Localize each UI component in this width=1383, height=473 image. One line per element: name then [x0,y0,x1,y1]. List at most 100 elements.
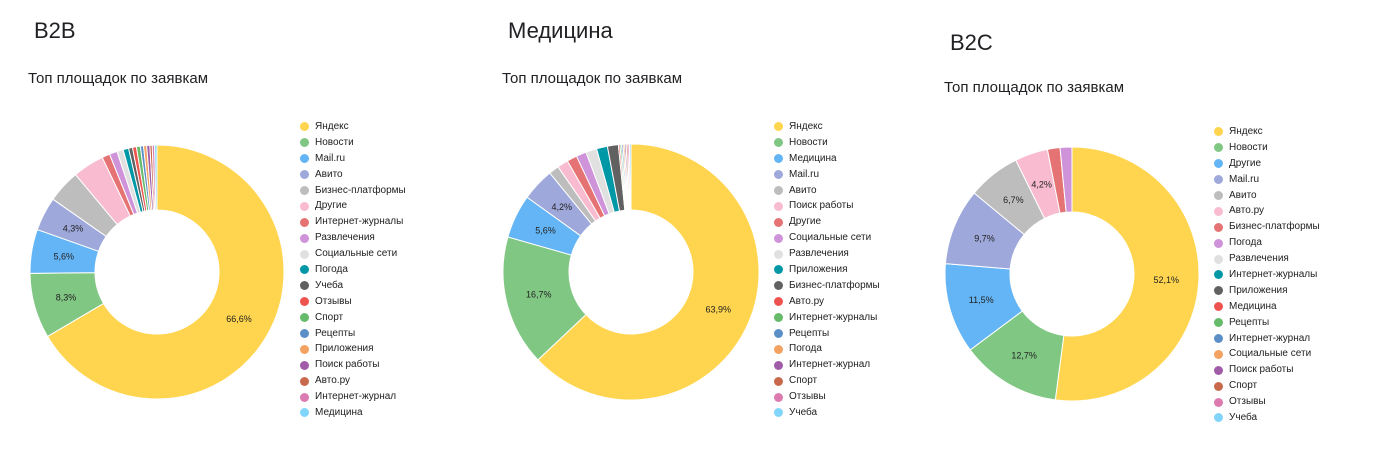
legend-swatch-icon [1214,175,1223,185]
legend-swatch-icon [1214,127,1223,137]
legend-item[interactable]: Авто.ру [1214,203,1320,219]
legend-swatch-icon [300,360,309,370]
legend-item[interactable]: Рецепты [1214,315,1320,331]
legend-item[interactable]: Новости [300,135,406,151]
legend-item[interactable]: Рецепты [774,326,880,342]
legend-item[interactable]: Отзывы [1214,394,1320,410]
legend-item[interactable]: Интернет-журналы [774,310,880,326]
legend-item[interactable]: Учеба [1214,410,1320,426]
legend-item[interactable]: Развлечения [774,246,880,262]
legend-item[interactable]: Бизнес-платформы [300,183,406,199]
legend-item[interactable]: Новости [1214,140,1320,156]
legend-label: Другие [789,216,822,228]
legend-item[interactable]: Другие [300,198,406,214]
legend-item[interactable]: Бизнес-платформы [774,278,880,294]
legend-label: Интернет-журнал [1229,332,1311,344]
legend-item[interactable]: Авто.ру [300,373,406,389]
legend-item[interactable]: Другие [1214,156,1320,172]
legend-item[interactable]: Развлечения [300,230,406,246]
legend-item[interactable]: Медицина [774,151,880,167]
legend-label: Медицина [789,152,837,164]
legend-label: Отзывы [789,391,826,403]
legend-item[interactable]: Социальные сети [774,230,880,246]
legend-item[interactable]: Mail.ru [300,151,406,167]
slice-яндекс [46,144,285,400]
legend-swatch-icon [1214,286,1223,296]
legend-swatch-icon [300,138,309,148]
legend-label: Бизнес-платформы [1229,221,1320,233]
legend-item[interactable]: Учеба [774,405,880,421]
legend-label: Авто.ру [789,295,825,307]
legend-item[interactable]: Интернет-журнал [1214,331,1320,347]
slice-value-label: 6,7% [1003,195,1024,205]
legend-item[interactable]: Mail.ru [1214,172,1320,188]
slice-яндекс [537,143,760,401]
legend-item[interactable]: Авито [300,167,406,183]
legend-item[interactable]: Интернет-журнал [774,357,880,373]
legend-item[interactable]: Учеба [300,278,406,294]
legend-swatch-icon [774,313,783,323]
legend-swatch-icon [774,376,783,386]
legend-label: Новости [1229,141,1268,153]
chart-title: Топ площадок по заявкам [502,70,683,87]
legend-item[interactable]: Погода [1214,235,1320,251]
legend-item[interactable]: Авито [774,183,880,199]
legend-item[interactable]: Авито [1214,188,1320,204]
legend-item[interactable]: Социальные сети [300,246,406,262]
legend-label: Медицина [1229,300,1277,312]
legend-item[interactable]: Приложения [300,341,406,357]
legend-item[interactable]: Бизнес-платформы [1214,219,1320,235]
legend-item[interactable]: Рецепты [300,326,406,342]
legend-label: Учеба [1229,412,1258,424]
donut-chart: 63,9% 16,7% 5,6% 4,2% [502,143,760,401]
legend-swatch-icon [774,217,783,227]
legend-item[interactable]: Интернет-журналы [1214,267,1320,283]
slice-медицина [154,144,158,211]
legend-label: Интернет-журналы [1229,269,1318,281]
legend-item[interactable]: Поиск работы [300,357,406,373]
legend-item[interactable]: Приложения [1214,283,1320,299]
legend-item[interactable]: Яндекс [774,119,880,135]
legend: Яндекс Новости Другие Mail.ru Авито Авто.ру Би… [1214,124,1320,426]
legend-swatch-icon [774,122,783,132]
legend-item[interactable]: Спорт [1214,378,1320,394]
legend-swatch-icon [774,329,783,339]
legend-item[interactable]: Интернет-журнал [300,389,406,405]
legend-label: Развлечения [315,232,375,244]
legend-item[interactable]: Новости [774,135,880,151]
legend-item[interactable]: Погода [300,262,406,278]
legend-item[interactable]: Яндекс [300,119,406,135]
legend-item[interactable]: Медицина [1214,299,1320,315]
legend-item[interactable]: Отзывы [300,294,406,310]
legend-label: Приложения [1229,284,1288,296]
legend-swatch-icon [1214,365,1223,375]
legend-item[interactable]: Mail.ru [774,167,880,183]
legend-label: Учеба [315,279,344,291]
legend-item[interactable]: Поиск работы [1214,362,1320,378]
legend-label: Погода [315,264,348,276]
legend-item[interactable]: Спорт [300,310,406,326]
legend: Яндекс Новости Медицина Mail.ru Авито Поиск р… [774,119,880,421]
legend-label: Яндекс [315,121,349,132]
legend-swatch-icon [300,154,309,164]
legend-swatch-icon [774,249,783,259]
legend-item[interactable]: Развлечения [1214,251,1320,267]
legend-item[interactable]: Приложения [774,262,880,278]
legend-item[interactable]: Погода [774,341,880,357]
slice-value-label: 5,6% [535,226,556,236]
legend-item[interactable]: Отзывы [774,389,880,405]
legend-item[interactable]: Другие [774,214,880,230]
legend-item[interactable]: Социальные сети [1214,346,1320,362]
legend-item[interactable]: Авто.ру [774,294,880,310]
legend-item[interactable]: Яндекс [1214,124,1320,140]
legend-swatch-icon [300,313,309,323]
legend-label: Авито [789,184,817,196]
legend-swatch-icon [300,329,309,339]
legend-item[interactable]: Спорт [774,373,880,389]
legend-label: Рецепты [789,327,830,339]
legend-item[interactable]: Медицина [300,405,406,421]
slice-value-label: 63,9% [705,305,731,315]
legend-item[interactable]: Интернет-журналы [300,214,406,230]
legend-label: Яндекс [1229,126,1263,137]
legend-item[interactable]: Поиск работы [774,198,880,214]
